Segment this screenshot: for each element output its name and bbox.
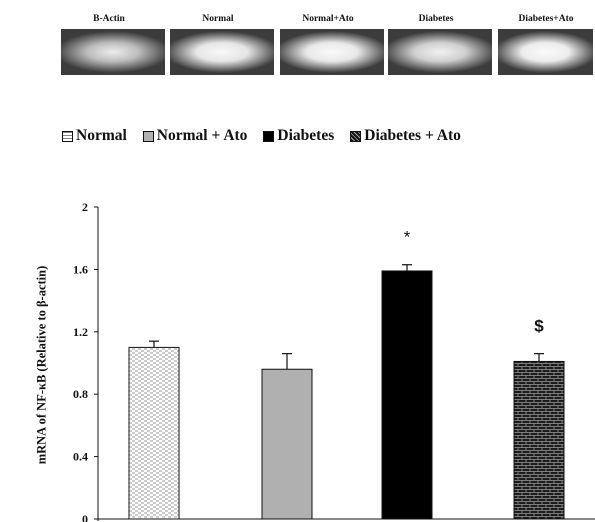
gel-band: [280, 29, 384, 75]
y-tick-label: 0: [82, 512, 88, 522]
legend-label: Normal + Ato: [156, 127, 248, 144]
bar: [261, 368, 313, 520]
legend-swatch: [350, 130, 362, 142]
legend-item: Normal: [62, 127, 127, 145]
legend-item: Diabetes + Ato: [350, 127, 461, 145]
bar: [128, 346, 180, 520]
significance-marker: $: [534, 317, 544, 336]
gel-lane-label: Normal: [202, 14, 234, 24]
gel-band: [498, 29, 593, 75]
gel-band: [388, 29, 492, 75]
legend-swatch: [263, 130, 275, 142]
y-tick-label: 1.6: [73, 262, 88, 276]
gel-lane-label: B-Actin: [93, 14, 125, 24]
gel-band: [170, 29, 274, 75]
y-tick-label: 2: [82, 200, 88, 214]
significance-marker: *: [404, 228, 411, 247]
gel-band: [61, 29, 165, 75]
bar: [513, 360, 565, 520]
legend-label: Diabetes: [277, 127, 335, 144]
bar: [381, 270, 433, 520]
gel-lane-label: Normal+Ato: [302, 14, 354, 24]
gel-lane-label: Diabetes: [418, 14, 454, 24]
chart-legend: Normal Normal + Ato Diabetes Diabetes + Ato: [62, 127, 592, 145]
legend-swatch: [142, 130, 154, 142]
legend-label: Normal: [76, 127, 127, 144]
y-tick-label: 0.4: [73, 450, 88, 464]
y-tick-label: 0.8: [73, 387, 88, 401]
gel-lane-label: Diabetes+Ato: [518, 14, 574, 24]
legend-item: Normal + Ato: [142, 127, 248, 145]
legend-label: Diabetes + Ato: [364, 127, 461, 144]
legend-item: Diabetes: [263, 127, 334, 145]
y-tick-label: 1.2: [73, 325, 88, 339]
legend-swatch: [62, 130, 73, 142]
